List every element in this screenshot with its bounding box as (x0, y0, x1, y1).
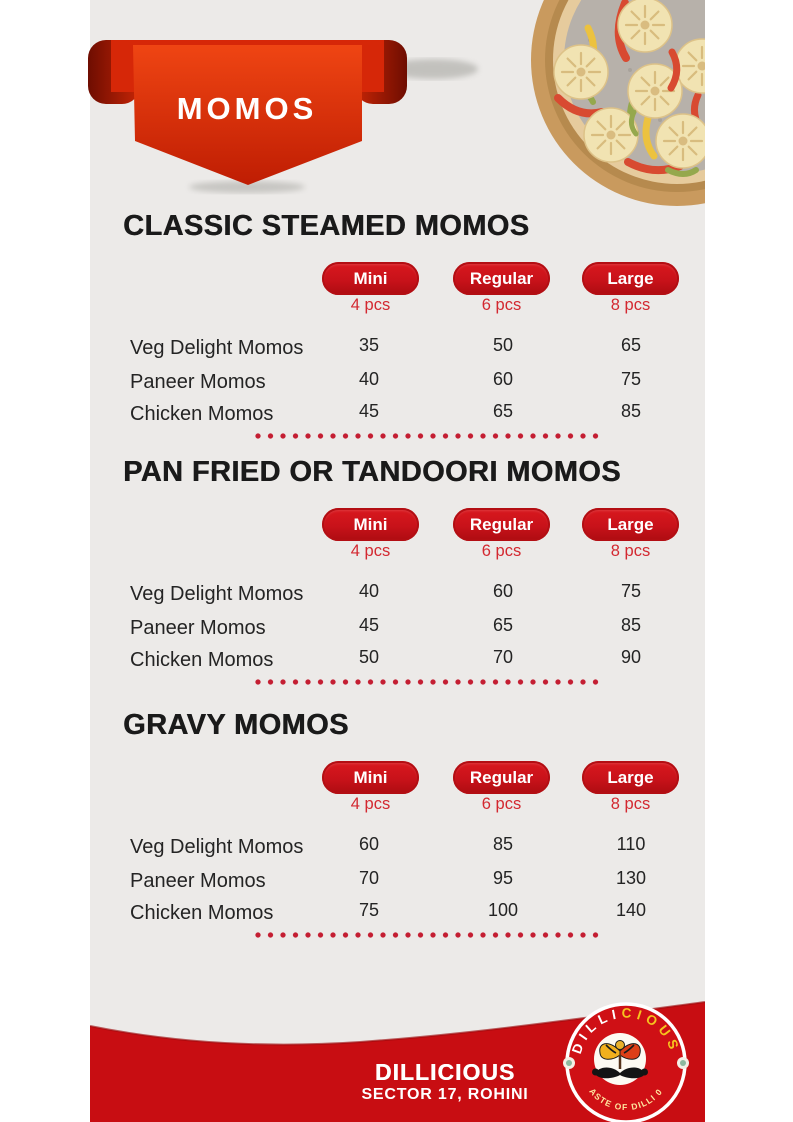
price-regular: 85 (492, 834, 514, 854)
momos-photo (531, 0, 705, 206)
item-name: Paneer Momos (130, 617, 266, 639)
price-mini: 45 (358, 401, 380, 421)
price-mini: 70 (358, 868, 380, 888)
section-title: PAN FRIED OR TANDOORI MOMOS (123, 456, 621, 488)
section-title: CLASSIC STEAMED MOMOS (123, 210, 530, 242)
pcs-label: 4 pcs (350, 542, 391, 560)
price-regular: 95 (492, 868, 514, 888)
price-regular: 70 (492, 647, 514, 667)
ribbon-shadow-right (388, 59, 478, 79)
size-pill-large: Large (582, 262, 679, 295)
menu-section-classic-steamed: CLASSIC STEAMED MOMOS Mini Regular Large… (0, 210, 793, 460)
dotted-divider (255, 679, 603, 685)
item-name: Paneer Momos (130, 870, 266, 892)
price-large: 140 (615, 900, 647, 920)
pcs-label: 6 pcs (481, 542, 522, 560)
menu-section-gravy: GRAVY MOMOS Mini Regular Large 4 pcs 6 p… (0, 709, 793, 959)
size-pill-large: Large (582, 761, 679, 794)
mustache-icon (592, 1067, 648, 1079)
menu-section-pan-fried-tandoori: PAN FRIED OR TANDOORI MOMOS Mini Regular… (0, 456, 793, 706)
pcs-label: 8 pcs (610, 296, 651, 314)
item-name: Chicken Momos (130, 902, 274, 924)
price-large: 65 (620, 335, 642, 355)
price-large: 85 (620, 401, 642, 421)
price-mini: 45 (358, 615, 380, 635)
item-name: Veg Delight Momos (130, 583, 304, 605)
pcs-label: 6 pcs (481, 296, 522, 314)
dotted-divider (255, 932, 603, 938)
item-name: Veg Delight Momos (130, 836, 304, 858)
pcs-label: 8 pcs (610, 542, 651, 560)
size-pill-regular: Regular (453, 761, 550, 794)
price-regular: 60 (492, 581, 514, 601)
price-large: 85 (620, 615, 642, 635)
price-mini: 50 (358, 647, 380, 667)
price-large: 110 (616, 834, 646, 854)
price-large: 90 (620, 647, 642, 667)
ribbon-shadow-bottom (189, 181, 305, 193)
size-pill-mini: Mini (322, 262, 419, 295)
size-pill-large: Large (582, 508, 679, 541)
item-name: Paneer Momos (130, 371, 266, 393)
size-pill-mini: Mini (322, 761, 419, 794)
item-name: Veg Delight Momos (130, 337, 304, 359)
dillicious-logo: DILLICIOUS TASTE OF DILLI 06 (556, 1001, 689, 1122)
price-regular: 50 (492, 335, 514, 355)
price-mini: 40 (358, 369, 380, 389)
price-regular: 60 (492, 369, 514, 389)
price-regular: 65 (492, 615, 514, 635)
price-mini: 35 (358, 335, 380, 355)
pcs-label: 4 pcs (350, 296, 391, 314)
price-mini: 75 (358, 900, 380, 920)
item-name: Chicken Momos (130, 649, 274, 671)
price-regular: 65 (492, 401, 514, 421)
size-pill-regular: Regular (453, 508, 550, 541)
size-pill-mini: Mini (322, 508, 419, 541)
pcs-label: 4 pcs (350, 795, 391, 813)
momos-ribbon-banner: MOMOS (88, 40, 478, 193)
footer-brand: DILLICIOUS (374, 1059, 516, 1085)
price-regular: 100 (487, 900, 519, 920)
price-mini: 40 (358, 581, 380, 601)
item-name: Chicken Momos (130, 403, 274, 425)
dotted-divider (255, 433, 603, 439)
price-large: 75 (620, 581, 642, 601)
pcs-label: 6 pcs (481, 795, 522, 813)
banner-title: MOMOS (177, 91, 318, 126)
price-large: 130 (615, 868, 647, 888)
section-title: GRAVY MOMOS (123, 709, 349, 741)
pcs-label: 8 pcs (610, 795, 651, 813)
price-mini: 60 (358, 834, 380, 854)
price-large: 75 (620, 369, 642, 389)
footer-address: SECTOR 17, ROHINI (361, 1086, 529, 1103)
size-pill-regular: Regular (453, 262, 550, 295)
